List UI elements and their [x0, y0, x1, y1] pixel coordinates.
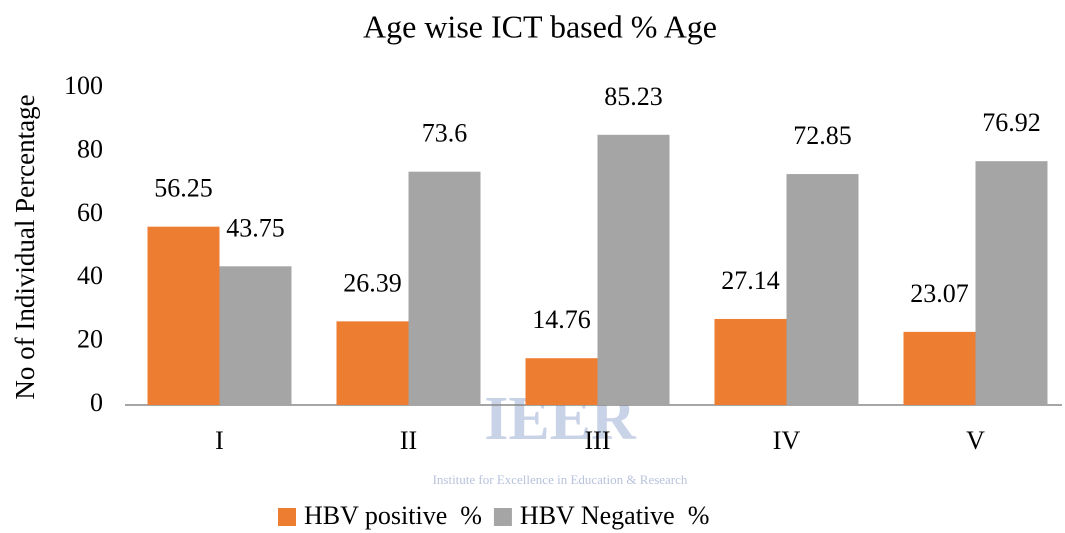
x-tick-label: V — [966, 426, 985, 455]
value-label: 26.39 — [343, 268, 402, 297]
y-tick-label: 100 — [64, 71, 103, 100]
y-tick-label: 80 — [77, 134, 103, 163]
chart-title: Age wise ICT based % Age — [363, 8, 717, 44]
value-label: 27.14 — [721, 266, 780, 295]
x-tick-label: IV — [773, 426, 801, 455]
value-label: 85.23 — [604, 82, 663, 111]
bar — [903, 331, 976, 405]
y-tick-label: 20 — [77, 325, 103, 354]
bar — [525, 358, 598, 405]
watermark-subtitle: Institute for Excellence in Education & … — [433, 472, 688, 487]
bar — [336, 321, 409, 405]
value-label: 76.92 — [982, 108, 1041, 137]
legend-swatch — [493, 508, 512, 526]
y-axis-label: No of Individual Percentage — [10, 94, 40, 399]
bar — [408, 171, 481, 405]
bar — [147, 226, 220, 405]
bar — [786, 174, 859, 405]
value-label: 14.76 — [532, 305, 591, 334]
legend-label: HBV Negative % — [520, 501, 709, 530]
y-tick-label: 40 — [77, 261, 103, 290]
value-label: 56.25 — [154, 174, 213, 203]
bar — [975, 161, 1048, 405]
value-label: 43.75 — [226, 213, 285, 242]
x-tick-label: II — [400, 426, 417, 455]
bar — [219, 266, 292, 405]
y-tick-label: 0 — [90, 388, 103, 417]
y-tick-label: 60 — [77, 198, 103, 227]
value-label: 72.85 — [793, 121, 852, 150]
bar — [714, 318, 787, 405]
bar — [597, 134, 670, 405]
value-label: 73.6 — [422, 119, 468, 148]
x-tick-label: III — [585, 426, 611, 455]
legend-label: HBV positive % — [304, 501, 482, 530]
x-tick-label: I — [215, 426, 224, 455]
legend-swatch — [278, 508, 296, 526]
value-label: 23.07 — [910, 279, 969, 308]
